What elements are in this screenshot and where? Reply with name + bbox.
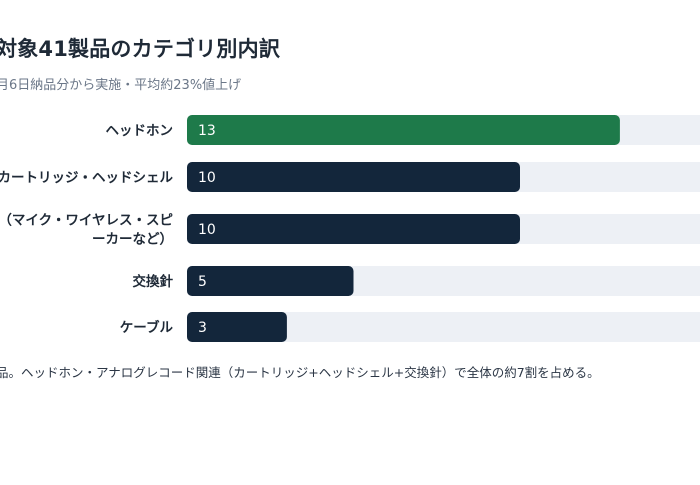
category-label: ケーブル xyxy=(120,319,174,336)
category-label: カートリッジ・ヘッドシェル xyxy=(0,170,173,186)
bar-value-label: 13 xyxy=(198,123,216,139)
category-label: ーカーなど） xyxy=(92,232,173,248)
bar-value-label: 10 xyxy=(198,170,216,186)
bar-value-label: 5 xyxy=(198,274,207,290)
bar-value-label: 3 xyxy=(198,320,207,336)
category-label: ヘッドホン xyxy=(106,123,174,139)
bar xyxy=(187,312,287,342)
bar xyxy=(187,115,620,145)
bar xyxy=(187,266,354,296)
bar xyxy=(187,214,520,244)
category-label: 交換針 xyxy=(133,273,174,290)
bar-value-label: 10 xyxy=(198,222,216,238)
chart-title: 対象41製品のカテゴリ別内訳 xyxy=(0,37,281,61)
chart-footnote: 品。ヘッドホン・アナログレコード関連（カートリッジ+ヘッドシェル+交換針）で全体… xyxy=(0,365,600,380)
bar-track xyxy=(187,312,700,342)
chart-subtitle: 月6日納品分から実施・平均約23%値上げ xyxy=(0,78,242,93)
category-label: 器（マイク・ワイヤレス・スピ xyxy=(0,213,173,229)
bar xyxy=(187,162,520,192)
